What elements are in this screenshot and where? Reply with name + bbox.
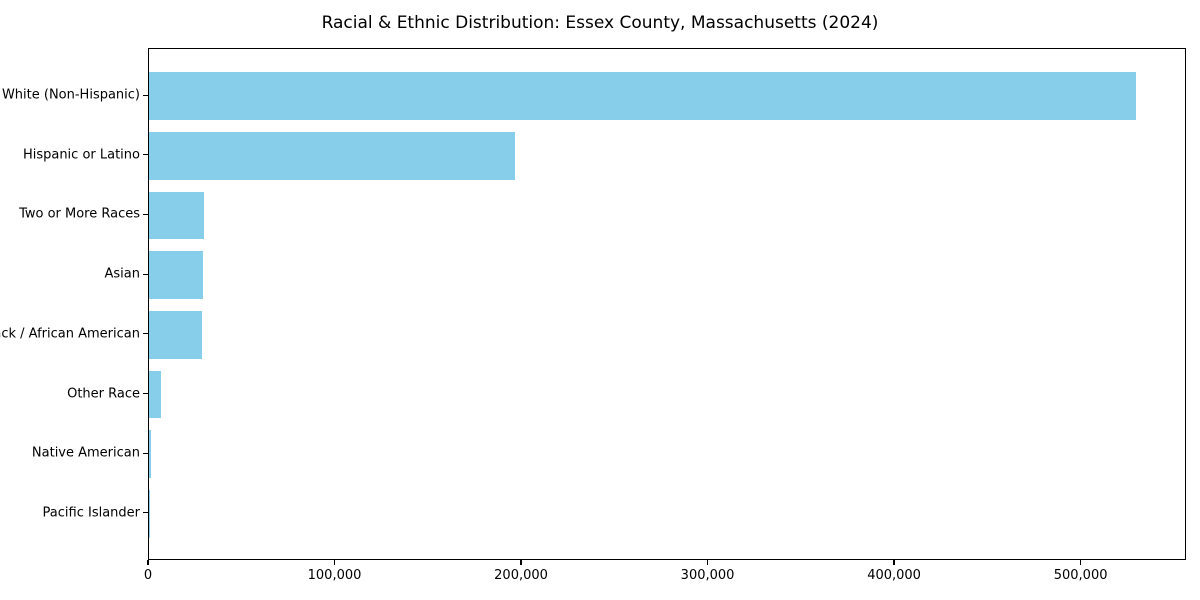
bar bbox=[149, 370, 161, 419]
y-tick-label: Black / African American bbox=[0, 326, 140, 342]
bar bbox=[149, 430, 151, 479]
x-tick-label: 300,000 bbox=[680, 568, 735, 583]
bar bbox=[149, 191, 204, 240]
x-tick-mark bbox=[333, 560, 336, 565]
x-tick-mark bbox=[147, 560, 149, 565]
x-tick-mark bbox=[893, 560, 895, 565]
y-tick-label: Native American bbox=[31, 445, 140, 461]
y-tick-mark bbox=[143, 154, 148, 156]
y-tick-label: Other Race bbox=[67, 386, 140, 401]
x-tick-label: 500,000 bbox=[1053, 568, 1108, 583]
chart-title: Racial & Ethnic Distribution: Essex Coun… bbox=[321, 13, 879, 33]
bar bbox=[149, 489, 150, 538]
y-tick-label: White (Non-Hispanic) bbox=[1, 87, 140, 103]
y-tick-label: Pacific Islander bbox=[42, 505, 140, 521]
x-tick-label: 0 bbox=[143, 568, 153, 583]
y-tick-mark bbox=[143, 512, 148, 514]
y-tick-mark bbox=[143, 452, 148, 454]
bar bbox=[149, 310, 202, 359]
plot-area bbox=[148, 48, 1186, 560]
y-tick-mark bbox=[143, 333, 148, 335]
bar bbox=[149, 251, 204, 300]
x-tick-label: 400,000 bbox=[867, 568, 921, 583]
x-tick-label: 200,000 bbox=[494, 568, 548, 583]
y-tick-label: Hispanic or Latino bbox=[22, 147, 140, 163]
y-tick-label: Asian bbox=[104, 266, 140, 282]
x-tick-mark bbox=[520, 560, 522, 565]
y-tick-label: Two or More Races bbox=[19, 206, 140, 222]
y-tick-mark bbox=[143, 273, 148, 275]
bar bbox=[149, 131, 515, 180]
x-tick-label: 100,000 bbox=[307, 568, 362, 583]
y-tick-mark bbox=[143, 392, 148, 395]
y-tick-mark bbox=[143, 213, 148, 216]
y-tick-mark bbox=[143, 94, 148, 96]
x-tick-mark bbox=[1080, 560, 1082, 565]
bar bbox=[149, 72, 1136, 120]
x-tick-mark bbox=[706, 560, 709, 565]
